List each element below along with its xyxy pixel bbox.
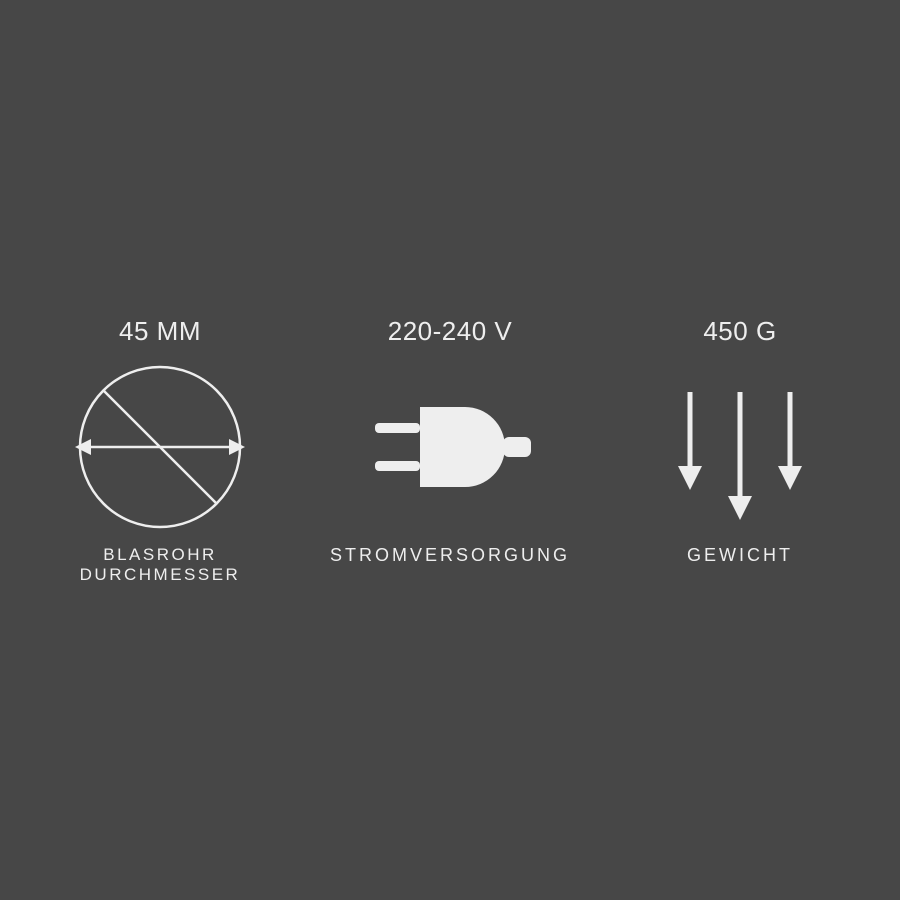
diameter-circle-icon bbox=[50, 357, 270, 537]
spec-row: 45 MM BLASROHR DURCHMESSER 220-240 V bbox=[0, 316, 900, 584]
spec-label: GEWICHT bbox=[687, 545, 793, 566]
spec-label: BLASROHR DURCHMESSER bbox=[80, 545, 241, 584]
power-plug-icon bbox=[340, 357, 560, 537]
spec-value: 45 MM bbox=[119, 316, 201, 347]
spec-label: STROMVERSORGUNG bbox=[330, 545, 570, 566]
spec-value: 220-240 V bbox=[388, 316, 512, 347]
spec-value: 450 G bbox=[703, 316, 776, 347]
weight-arrows-icon bbox=[630, 357, 850, 537]
spec-diameter: 45 MM BLASROHR DURCHMESSER bbox=[50, 316, 270, 584]
spec-power: 220-240 V STROMVERSORGUNG bbox=[330, 316, 570, 566]
spec-weight: 450 G GEWICHT bbox=[630, 316, 850, 566]
